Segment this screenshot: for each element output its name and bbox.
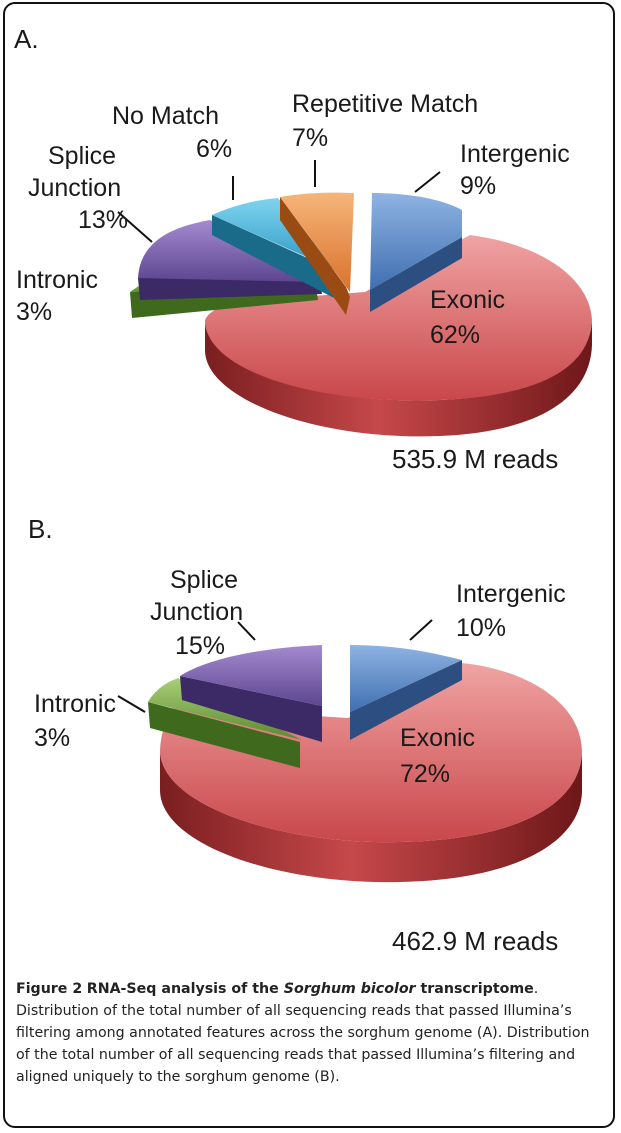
leader-a-intergenic: [414, 171, 441, 193]
caption-title-part2: transcriptome: [415, 981, 534, 997]
label-b-intergenic-name: Intergenic: [456, 580, 566, 608]
caption-title-part1: RNA-Seq analysis of the: [86, 981, 284, 997]
pie-chart-a: A. Intronic 3% Splice Junction 13% No Ma…: [14, 24, 592, 474]
leader-a-splice: [117, 211, 153, 243]
label-a-splice-pct: 13%: [78, 206, 128, 234]
label-a-exonic-name: Exonic: [430, 286, 505, 314]
pie-charts: A. Intronic 3% Splice Junction 13% No Ma…: [14, 24, 592, 956]
caption-title-italic: Sorghum bicolor: [283, 981, 416, 997]
label-b-exonic-name: Exonic: [400, 724, 475, 752]
slice-a-exonic: [205, 235, 592, 401]
leader-b-intronic: [117, 695, 146, 713]
slice-b-splice-side: [180, 676, 322, 742]
slice-b-splice: [180, 645, 322, 706]
label-a-repetitive-pct: 7%: [292, 124, 328, 152]
label-a-splice-line2: Junction: [28, 174, 121, 202]
label-a-exonic-pct: 62%: [430, 321, 480, 349]
total-reads-a: 535.9 M reads: [392, 444, 558, 474]
panel-label-a: A.: [14, 24, 39, 54]
label-a-intergenic-name: Intergenic: [460, 140, 570, 168]
slice-b-intergenic: [350, 645, 462, 712]
caption-body: . Distribution of the total number of al…: [16, 981, 590, 1085]
label-a-intronic-pct: 3%: [16, 298, 52, 326]
figure-caption: Figure 2 RNA-Seq analysis of the Sorghum…: [16, 978, 601, 1088]
label-b-splice-pct: 15%: [175, 632, 225, 660]
label-a-intronic-name: Intronic: [16, 266, 98, 294]
label-b-splice-line1: Splice: [170, 566, 238, 594]
total-reads-b: 462.9 M reads: [392, 926, 558, 956]
pie-chart-b: B. Intronic 3% Splice Junction 15% Inter…: [28, 514, 582, 956]
label-b-exonic-pct: 72%: [400, 760, 450, 788]
slice-a-exonic-side: [205, 320, 592, 437]
slice-b-intronic-side: [148, 702, 300, 768]
label-a-splice-line1: Splice: [48, 142, 116, 170]
label-b-intronic-pct: 3%: [34, 724, 70, 752]
figure-frame: [3, 2, 615, 1128]
leader-b-splice: [237, 621, 256, 641]
slice-a-intergenic-side: [370, 237, 462, 312]
panel-label-b: B.: [28, 514, 53, 544]
label-a-intergenic-pct: 9%: [460, 172, 496, 200]
label-b-intergenic-pct: 10%: [456, 614, 506, 642]
slice-a-repetitive: [280, 192, 354, 292]
slice-a-intergenic: [370, 193, 462, 290]
caption-number: Figure 2: [16, 981, 83, 997]
label-b-intronic-name: Intronic: [34, 690, 116, 718]
label-a-repetitive-name: Repetitive Match: [292, 90, 478, 118]
slice-a-no-match-side: [212, 215, 334, 298]
label-b-splice-line2: Junction: [150, 598, 243, 626]
slice-a-repetitive-side: [280, 197, 350, 315]
slice-b-intergenic-side: [350, 660, 462, 740]
leader-b-intergenic: [409, 619, 433, 641]
label-a-no-match-pct: 6%: [196, 135, 232, 163]
slice-b-exonic-side: [160, 750, 582, 883]
label-a-no-match-name: No Match: [112, 102, 219, 130]
